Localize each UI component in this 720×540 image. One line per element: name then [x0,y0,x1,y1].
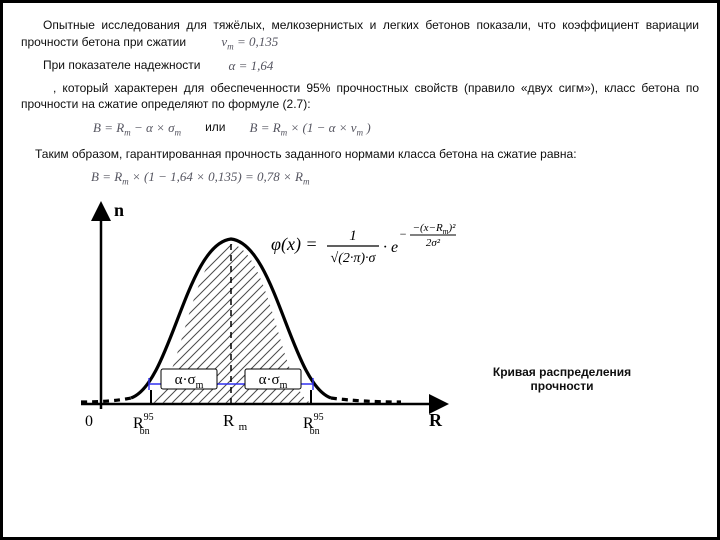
figure-caption-l1: Кривая распределения [477,365,647,379]
curve-left-tail [81,398,131,402]
svg-text:−: − [399,227,407,241]
paragraph-3: , который характерен для обеспеченности … [21,80,699,112]
formula-b-right: B = Rm × (1 − α × νm ) [250,119,371,137]
figure-caption: Кривая распределения прочности [477,365,647,394]
formula-final-text: B = Rm × (1 − 1,64 × 0,135) = 0,78 × Rm [91,168,310,186]
figure-caption-l2: прочности [477,379,647,393]
paragraph-2-lead: При показателе надежности [21,57,201,73]
axis-label-r: R [429,410,443,430]
formula-vm: νm = 0,135 [199,33,278,51]
svg-text:√(2·π)·σ: √(2·π)·σ [331,251,377,266]
page-frame: Опытные исследования для тяжёлых, мелкоз… [0,0,720,540]
phi-formula: φ(x) = 1 √(2·π)·σ · e −(x−Rm)² 2σ² − [271,222,456,266]
origin-zero: 0 [85,413,93,430]
svg-text:2σ²: 2σ² [426,237,441,249]
paragraph-1: Опытные исследования для тяжёлых, мелкоз… [21,17,699,51]
formula-alpha: α = 1,64 [207,57,274,75]
svg-text:· e: · e [383,239,398,256]
axis-label-n: n [114,200,124,220]
formula-row: B = Rm − α × σm или B = Rm × (1 − α × νm… [93,119,699,137]
word-or: или [205,119,225,135]
formula-b-left: B = Rm − α × σm [93,119,181,137]
curve-right-tail [331,398,401,402]
svg-text:φ(x) =: φ(x) = [271,234,318,255]
svg-text:−(x−Rm)²: −(x−Rm)² [413,222,457,236]
formula-final: B = Rm × (1 − 1,64 × 0,135) = 0,78 × Rm [91,168,699,186]
svg-text:1: 1 [349,228,357,244]
label-rbn-right: R95bn [303,412,324,437]
paragraph-2: При показателе надежности α = 1,64 [21,57,699,75]
figure-row: α·σm α·σm n R 0 R m R95bn R95bn φ(x) = 1… [21,194,699,454]
paragraph-4: Таким образом, гарантированная прочность… [21,146,699,162]
distribution-curve-svg: α·σm α·σm n R 0 R m R95bn R95bn φ(x) = 1… [21,194,461,454]
paragraph-1-text: Опытные исследования для тяжёлых, мелкоз… [21,18,699,49]
label-rbn-left: R95bn [133,412,154,437]
label-rm: R m [223,411,248,433]
